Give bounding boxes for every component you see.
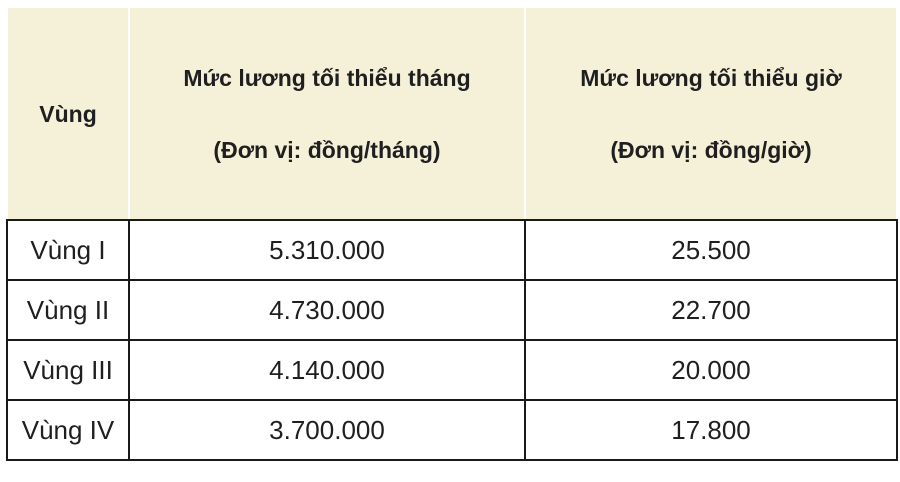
col-header-hourly-unit: (Đơn vị: đồng/giờ) xyxy=(610,136,812,163)
hourly-wage-cell: 17.800 xyxy=(524,399,898,461)
region-cell: Vùng II xyxy=(6,279,130,341)
col-header-monthly-label: Mức lương tối thiểu tháng xyxy=(183,64,471,91)
col-header-region-label: Vùng xyxy=(39,100,97,127)
col-header-monthly: Mức lương tối thiểu tháng (Đơn vị: đồng/… xyxy=(128,6,526,221)
hourly-wage-cell: 20.000 xyxy=(524,339,898,401)
monthly-wage-cell: 4.140.000 xyxy=(128,339,526,401)
monthly-wage-cell: 3.700.000 xyxy=(128,399,526,461)
monthly-wage-cell: 4.730.000 xyxy=(128,279,526,341)
region-cell: Vùng I xyxy=(6,219,130,281)
table-row: Vùng IV 3.700.000 17.800 xyxy=(6,399,898,461)
col-header-hourly: Mức lương tối thiểu giờ (Đơn vị: đồng/gi… xyxy=(524,6,898,221)
hourly-wage-cell: 22.700 xyxy=(524,279,898,341)
table-row: Vùng III 4.140.000 20.000 xyxy=(6,339,898,401)
col-header-hourly-label: Mức lương tối thiểu giờ xyxy=(580,64,842,91)
monthly-wage-cell: 5.310.000 xyxy=(128,219,526,281)
table-row: Vùng I 5.310.000 25.500 xyxy=(6,219,898,281)
region-cell: Vùng IV xyxy=(6,399,130,461)
region-cell: Vùng III xyxy=(6,339,130,401)
minimum-wage-table: Vùng Mức lương tối thiểu tháng (Đơn vị: … xyxy=(6,6,898,461)
hourly-wage-cell: 25.500 xyxy=(524,219,898,281)
header-row: Vùng Mức lương tối thiểu tháng (Đơn vị: … xyxy=(6,6,898,221)
col-header-monthly-unit: (Đơn vị: đồng/tháng) xyxy=(213,136,441,163)
table-row: Vùng II 4.730.000 22.700 xyxy=(6,279,898,341)
col-header-region: Vùng xyxy=(6,6,130,221)
